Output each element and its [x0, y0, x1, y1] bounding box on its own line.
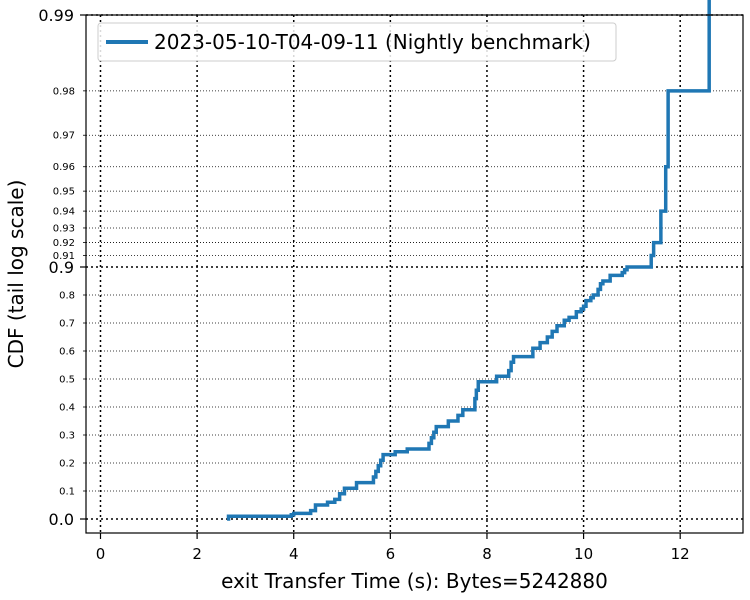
legend-label: 2023-05-10-T04-09-11 (Nightly benchmark)	[154, 30, 591, 54]
x-tick-label: 12	[671, 545, 690, 563]
tick-layer: 0 2 4 6 8 10 120.10.20.30.40.50.60.70.80.910.9…	[38, 6, 689, 563]
y-minor-tick-label: 0.91	[53, 251, 75, 262]
y-minor-tick-label: 0.8	[59, 291, 75, 302]
y-minor-tick-label: 0.97	[53, 131, 75, 142]
y-minor-tick-label: 0.95	[53, 187, 75, 198]
x-tick-label: 8	[482, 545, 492, 563]
y-minor-tick-label: 0.92	[53, 238, 75, 249]
y-minor-tick-label: 0.93	[53, 223, 75, 234]
plot-frame	[85, 14, 744, 534]
y-minor-tick-label: 0.96	[53, 162, 75, 173]
x-tick-label: 10	[574, 545, 593, 563]
cdf-series-line	[226, 0, 711, 521]
y-axis-title: CDF (tail log scale)	[4, 180, 28, 369]
y-major-tick-label: 0.9	[49, 258, 74, 277]
x-tick-label: 4	[289, 545, 299, 563]
y-minor-tick-label: 0.7	[59, 319, 75, 330]
y-minor-tick-label: 0.2	[59, 459, 75, 470]
y-minor-tick-label: 0.1	[59, 487, 75, 498]
x-tick-label: 0	[96, 545, 106, 563]
y-major-tick-label: 0.99	[38, 6, 74, 25]
y-minor-tick-label: 0.4	[59, 403, 75, 414]
series-layer	[226, 0, 711, 521]
legend: 2023-05-10-T04-09-11 (Nightly benchmark)	[97, 22, 617, 62]
x-axis-title: exit Transfer Time (s): Bytes=5242880	[221, 569, 608, 593]
x-tick-label: 2	[192, 545, 202, 563]
grid-layer	[86, 14, 743, 533]
y-minor-tick-label: 0.94	[53, 207, 75, 218]
y-minor-tick-label: 0.3	[59, 431, 75, 442]
x-tick-label: 6	[386, 545, 396, 563]
legend-box	[97, 22, 617, 62]
y-major-tick-label: 0.0	[49, 510, 74, 529]
y-minor-tick-label: 0.98	[53, 86, 75, 97]
y-minor-tick-label: 0.6	[59, 347, 75, 358]
y-minor-tick-label: 0.5	[59, 375, 75, 386]
